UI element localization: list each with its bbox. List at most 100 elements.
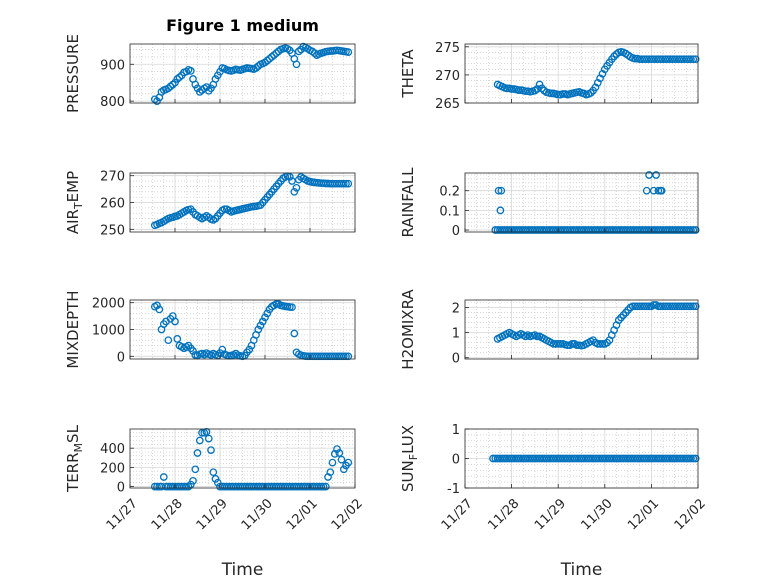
y-tick-label: 800: [100, 95, 125, 110]
data-point: [687, 55, 695, 64]
data-point: [533, 332, 542, 341]
data-point: [288, 303, 296, 312]
data-point: [568, 340, 577, 348]
data-point: [538, 84, 546, 93]
axes-box: [464, 299, 699, 360]
y-tick-label: 0: [452, 224, 460, 239]
y-tick-label: 0: [452, 453, 460, 468]
axes-box: [464, 43, 699, 104]
y-tick-label: 1: [452, 423, 460, 438]
x-tick-label: 11/29: [532, 496, 569, 533]
x-tick-label: 12/02: [329, 496, 366, 533]
x-tick-label: 11/30: [239, 496, 276, 533]
data-point: [610, 52, 618, 61]
y-tick-label: 1: [452, 327, 460, 342]
data-point: [687, 226, 695, 234]
data-point: [153, 301, 161, 310]
data-point: [496, 206, 505, 215]
data-point: [263, 309, 272, 318]
y-tick-label: 200: [100, 461, 125, 476]
y-tick-label: 275: [435, 41, 460, 56]
y-tick-label: 260: [100, 197, 125, 212]
data-point: [204, 434, 213, 443]
data-point: [689, 454, 698, 463]
data-point: [173, 335, 182, 343]
data-point: [339, 179, 348, 188]
data-point: [173, 75, 182, 83]
y-tick-label: 270: [100, 170, 125, 185]
y-axis-label: SUNFLUX: [399, 425, 420, 492]
data-point: [593, 78, 602, 87]
data-point: [184, 482, 193, 491]
y-tick-label: 0: [452, 352, 460, 367]
x-tick-label: 11/27: [104, 496, 141, 533]
data-point: [211, 475, 220, 483]
y-tick-label: 0: [117, 350, 125, 365]
data-point: [182, 482, 191, 491]
y-tick-label: 2: [452, 302, 460, 317]
data-point: [292, 183, 301, 192]
data-point: [507, 85, 516, 93]
data-point: [344, 352, 353, 361]
axes-box: [464, 172, 699, 233]
data-point: [292, 60, 301, 69]
data-point: [220, 205, 229, 214]
data-point: [691, 55, 700, 64]
data-point: [563, 341, 572, 350]
data-point: [691, 302, 700, 311]
data-point: [198, 428, 206, 437]
data-point: [153, 482, 161, 491]
data-point: [547, 89, 556, 98]
subplot-1: 800 900 PRESSURE Figure 1 medium: [64, 16, 356, 113]
data-point: [339, 465, 348, 474]
data-point: [267, 53, 276, 61]
data-point: [270, 51, 278, 59]
data-point: [649, 301, 658, 309]
y-tick-label: -1: [447, 482, 460, 497]
data-point: [344, 179, 353, 188]
data-point: [319, 482, 328, 491]
data-point: [596, 340, 604, 348]
data-point: [317, 482, 326, 491]
data-point: [687, 302, 695, 311]
data-point: [586, 89, 595, 97]
data-point: [164, 84, 173, 93]
y-axis-label: THETA: [399, 49, 417, 99]
data-point: [180, 482, 188, 491]
data-point: [339, 352, 348, 361]
x-tick-label: 11/30: [579, 496, 616, 533]
data-point: [689, 302, 698, 311]
subplot-8: -1 0 1 SUNFLUX 11/27 11/28 11/29 11/30 12/01 12/0…: [399, 423, 709, 580]
data-point: [186, 67, 195, 75]
subplot-3: 250 260 270 AIRTEMP: [64, 170, 356, 238]
data-point: [342, 179, 350, 188]
data-point: [645, 302, 653, 311]
subplot-4: 0 0.1 0.2 RAINFALL: [399, 167, 700, 239]
y-axis-label: PRESSURE: [64, 34, 82, 113]
data-point: [342, 352, 350, 361]
y-axis-label: H2OMIXRA: [399, 289, 417, 370]
data-point: [182, 67, 191, 76]
y-axis-label: TERRMSL: [64, 424, 85, 493]
data-point: [308, 47, 317, 56]
data-point: [687, 454, 695, 463]
x-axis-label: Time: [560, 560, 603, 580]
y-axis-label: RAINFALL: [399, 167, 417, 238]
data-point: [598, 340, 607, 348]
data-point: [497, 186, 506, 195]
data-point: [191, 465, 200, 474]
data-point: [535, 80, 544, 89]
y-tick-label: 2000: [92, 297, 125, 312]
data-point: [218, 345, 227, 354]
data-point: [328, 458, 337, 467]
data-point: [189, 476, 197, 485]
x-axis-label: Time: [221, 560, 264, 580]
data-point: [556, 340, 565, 348]
y-tick-label: 0.2: [439, 185, 460, 200]
x-tick-label: 12/02: [672, 496, 709, 533]
y-tick-label: 900: [100, 58, 125, 73]
data-point: [689, 226, 698, 234]
data-point: [159, 473, 168, 481]
data-point: [155, 305, 164, 314]
